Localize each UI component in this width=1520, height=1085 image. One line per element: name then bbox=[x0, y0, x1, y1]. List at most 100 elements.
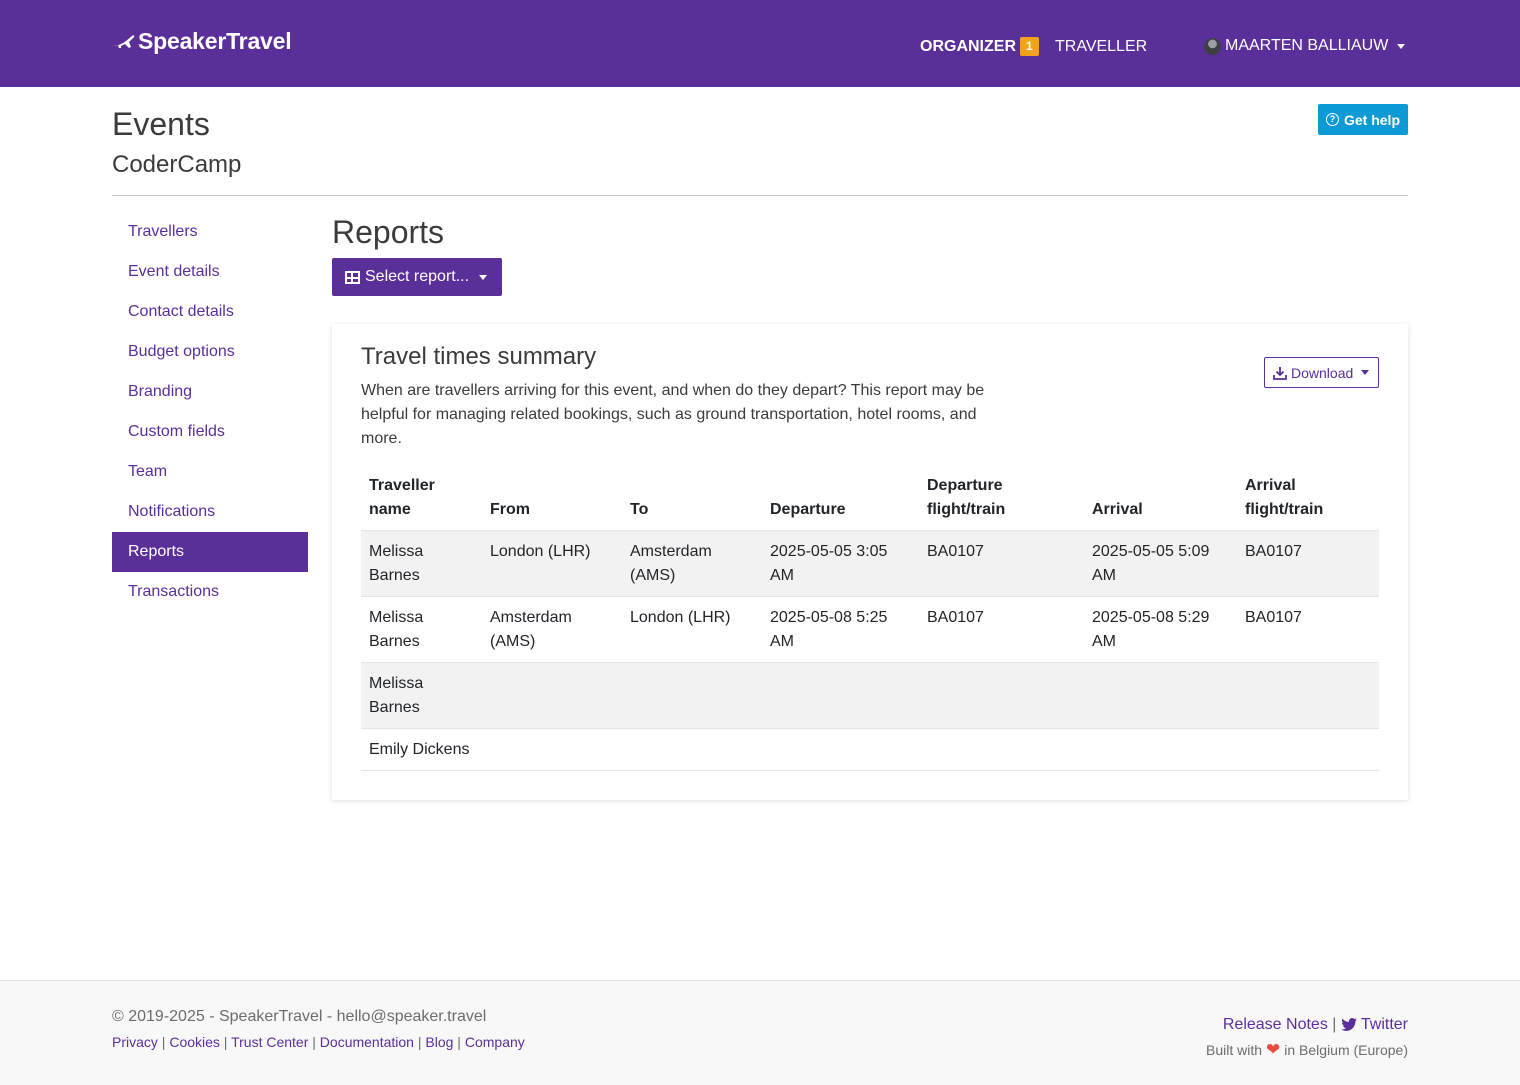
table-cell bbox=[482, 662, 622, 729]
twitter-link[interactable]: Twitter bbox=[1360, 1016, 1408, 1033]
footer-links: Privacy | Cookies | Trust Center | Docum… bbox=[112, 1034, 525, 1050]
table-cell bbox=[1084, 728, 1237, 771]
get-help-button[interactable]: ? Get help bbox=[1318, 104, 1408, 135]
travel-times-table: Traveller name From To Departure Departu… bbox=[361, 474, 1379, 771]
chevron-down-icon bbox=[1397, 43, 1406, 49]
table-cell: Emily Dickens bbox=[361, 728, 482, 771]
get-help-label: Get help bbox=[1343, 111, 1400, 128]
table-row: Melissa Barnes London (LHR) Amsterdam (A… bbox=[361, 530, 1379, 597]
download-label: Download bbox=[1291, 364, 1354, 381]
user-menu-dropdown[interactable]: MAARTEN BALLIAUW bbox=[1204, 37, 1406, 55]
table-cell bbox=[762, 662, 919, 729]
chevron-down-icon bbox=[1361, 370, 1370, 375]
table-cell: Melissa Barnes bbox=[361, 662, 482, 729]
table-cell bbox=[482, 728, 622, 771]
table-cell: Amsterdam (AMS) bbox=[622, 530, 762, 597]
table-cell: London (LHR) bbox=[482, 530, 622, 597]
table-cell: 2025-05-08 5:25 AM bbox=[762, 596, 919, 663]
brand-logo[interactable]: SpeakerTravel bbox=[112, 28, 292, 55]
table-row: Melissa Barnes bbox=[361, 662, 1379, 729]
documentation-link[interactable]: Documentation bbox=[319, 1034, 414, 1050]
chevron-down-icon bbox=[479, 274, 488, 280]
report-card: Travel times summary When are travellers… bbox=[332, 324, 1408, 800]
table-cell: BA0107 bbox=[1237, 596, 1379, 663]
nav-organizer[interactable]: ORGANIZER 1 bbox=[920, 37, 1039, 56]
select-report-dropdown[interactable]: Select report... bbox=[332, 258, 502, 296]
table-cell bbox=[1237, 662, 1379, 729]
table-cell: 2025-05-08 5:29 AM bbox=[1084, 596, 1237, 663]
table-icon bbox=[345, 270, 360, 284]
nav-organizer-label: ORGANIZER bbox=[920, 37, 1016, 55]
divider bbox=[112, 195, 1408, 196]
sidebar-item-custom-fields[interactable]: Custom fields bbox=[128, 423, 225, 440]
table-cell: London (LHR) bbox=[622, 596, 762, 663]
nav-traveller[interactable]: TRAVELLER bbox=[1055, 38, 1148, 55]
report-title: Travel times summary bbox=[361, 343, 597, 370]
cookies-link[interactable]: Cookies bbox=[169, 1034, 220, 1050]
table-cell bbox=[919, 662, 1084, 729]
column-header: From bbox=[490, 501, 530, 518]
column-header: Arrival flight/train bbox=[1245, 477, 1324, 518]
trust-center-link[interactable]: Trust Center bbox=[231, 1034, 309, 1050]
twitter-icon bbox=[1341, 1018, 1357, 1031]
built-prefix: Built with bbox=[1205, 1042, 1263, 1058]
user-name: MAARTEN BALLIAUW bbox=[1225, 37, 1389, 54]
privacy-link[interactable]: Privacy bbox=[112, 1034, 158, 1050]
table-cell: 2025-05-05 5:09 AM bbox=[1084, 530, 1237, 597]
column-header: Departure flight/train bbox=[927, 477, 1006, 518]
report-description: When are travellers arriving for this ev… bbox=[361, 382, 985, 447]
table-cell: BA0107 bbox=[1237, 530, 1379, 597]
column-header: Traveller name bbox=[369, 477, 435, 518]
table-cell: BA0107 bbox=[919, 596, 1084, 663]
brand-name: SpeakerTravel bbox=[138, 28, 292, 54]
sidebar-item-reports[interactable]: Reports bbox=[112, 532, 308, 572]
event-name: CoderCamp bbox=[112, 151, 242, 178]
table-cell bbox=[622, 728, 762, 771]
release-notes-link[interactable]: Release Notes bbox=[1222, 1016, 1328, 1033]
table-cell bbox=[622, 662, 762, 729]
avatar bbox=[1204, 37, 1221, 55]
column-header: Arrival bbox=[1092, 501, 1143, 518]
page-title: Events bbox=[112, 106, 210, 142]
sidebar-item-notifications[interactable]: Notifications bbox=[128, 503, 216, 520]
sidebar-item-travellers[interactable]: Travellers bbox=[128, 223, 198, 240]
sidebar-item-transactions[interactable]: Transactions bbox=[128, 583, 219, 600]
sidebar-item-team[interactable]: Team bbox=[128, 463, 168, 480]
table-cell bbox=[919, 728, 1084, 771]
top-navbar: SpeakerTravel ORGANIZER 1 TRAVELLER MAAR… bbox=[0, 0, 1520, 87]
table-row: Emily Dickens bbox=[361, 728, 1379, 771]
plane-logo-icon bbox=[114, 34, 135, 48]
table-cell: Amsterdam (AMS) bbox=[482, 596, 622, 663]
sidebar-item-branding[interactable]: Branding bbox=[128, 383, 193, 400]
separator: | bbox=[1327, 1016, 1341, 1033]
built-suffix: in Belgium (Europe) bbox=[1284, 1042, 1408, 1058]
sidebar-nav: Travellers Event details Contact details… bbox=[112, 212, 308, 612]
download-dropdown-button[interactable]: Download bbox=[1264, 357, 1379, 388]
question-icon: ? bbox=[1325, 113, 1339, 126]
footer: © 2019-2025 - SpeakerTravel - hello@spea… bbox=[0, 980, 1520, 1085]
column-header: Departure bbox=[770, 501, 846, 518]
footer-right-links: Release Notes | Twitter bbox=[1223, 1016, 1408, 1034]
company-link[interactable]: Company bbox=[464, 1034, 525, 1050]
table-cell bbox=[762, 728, 919, 771]
blog-link[interactable]: Blog bbox=[425, 1034, 454, 1050]
reports-heading: Reports bbox=[332, 214, 445, 250]
sidebar-item-budget-options[interactable]: Budget options bbox=[128, 343, 235, 360]
table-cell: Melissa Barnes bbox=[361, 596, 482, 663]
column-header: To bbox=[630, 501, 649, 518]
copyright: © 2019-2025 - SpeakerTravel - hello@spea… bbox=[112, 1008, 487, 1025]
sidebar-item-event-details[interactable]: Event details bbox=[128, 263, 220, 280]
table-row: Melissa Barnes Amsterdam (AMS) London (L… bbox=[361, 596, 1379, 663]
built-with: Built with ❤ in Belgium (Europe) bbox=[1205, 1040, 1408, 1059]
heart-icon: ❤ bbox=[1266, 1040, 1281, 1059]
sidebar-item-contact-details[interactable]: Contact details bbox=[128, 303, 234, 320]
table-cell: Melissa Barnes bbox=[361, 530, 482, 597]
table-cell: BA0107 bbox=[919, 530, 1084, 597]
download-icon bbox=[1273, 366, 1287, 380]
table-cell bbox=[1237, 728, 1379, 771]
table-cell: 2025-05-05 3:05 AM bbox=[762, 530, 919, 597]
organizer-count-badge: 1 bbox=[1020, 37, 1039, 56]
table-header-row: Traveller name From To Departure Departu… bbox=[361, 474, 1379, 531]
select-report-label: Select report... bbox=[365, 268, 470, 285]
table-cell bbox=[1084, 662, 1237, 729]
